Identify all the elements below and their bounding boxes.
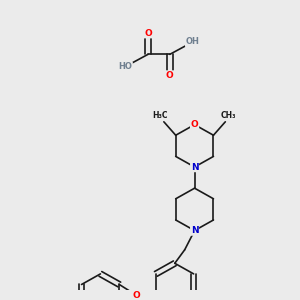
Text: CH₃: CH₃: [220, 112, 236, 121]
Text: N: N: [191, 226, 198, 235]
Text: HO: HO: [118, 62, 132, 71]
Text: O: O: [166, 71, 174, 80]
Text: O: O: [132, 291, 140, 300]
Text: H₃C: H₃C: [152, 112, 168, 121]
Text: O: O: [191, 120, 199, 129]
Text: OH: OH: [186, 37, 200, 46]
Text: O: O: [144, 29, 152, 38]
Text: N: N: [191, 163, 198, 172]
